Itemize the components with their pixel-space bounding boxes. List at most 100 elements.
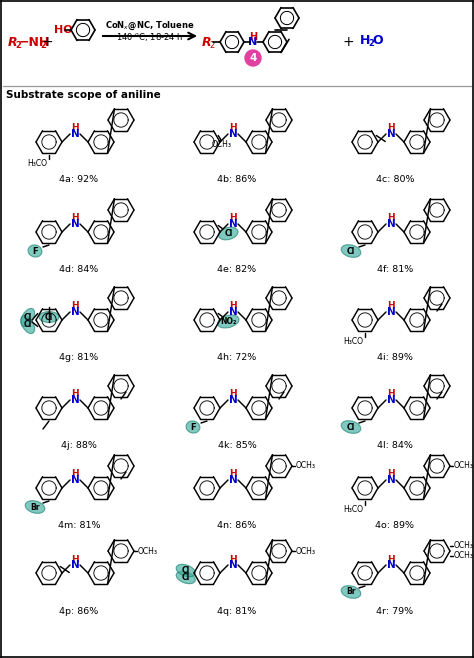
Text: Cl: Cl	[45, 313, 53, 322]
Ellipse shape	[21, 315, 35, 334]
Text: 4n: 86%: 4n: 86%	[218, 522, 256, 530]
Text: OCH₃: OCH₃	[296, 461, 316, 470]
Text: 4c: 80%: 4c: 80%	[376, 176, 414, 184]
Text: 140 $^o$C, 18-24 h: 140 $^o$C, 18-24 h	[116, 31, 184, 43]
Text: Br: Br	[30, 503, 40, 511]
Text: N: N	[228, 395, 237, 405]
Text: H: H	[387, 213, 395, 222]
Text: H: H	[71, 301, 79, 311]
Text: N: N	[228, 219, 237, 229]
Text: H: H	[387, 555, 395, 563]
Text: H: H	[71, 213, 79, 222]
Text: N: N	[387, 475, 395, 485]
Text: N: N	[71, 560, 79, 570]
Ellipse shape	[25, 501, 45, 513]
Ellipse shape	[21, 309, 35, 326]
Text: OCH₃: OCH₃	[454, 461, 474, 470]
Text: H: H	[229, 213, 237, 222]
Text: N: N	[71, 219, 79, 229]
Text: N: N	[71, 129, 79, 139]
Text: H: H	[71, 390, 79, 399]
Text: N: N	[387, 395, 395, 405]
Ellipse shape	[218, 315, 239, 328]
Ellipse shape	[341, 586, 361, 598]
Text: 4l: 84%: 4l: 84%	[377, 442, 413, 451]
Text: OCH₃: OCH₃	[211, 140, 231, 149]
Ellipse shape	[341, 420, 361, 434]
Text: 4r: 79%: 4r: 79%	[376, 607, 413, 615]
Text: N: N	[387, 307, 395, 317]
Text: HO: HO	[54, 25, 73, 35]
Ellipse shape	[176, 571, 195, 584]
Text: N: N	[387, 219, 395, 229]
Text: Br: Br	[346, 588, 356, 597]
Text: H: H	[387, 124, 395, 132]
Text: H₃CO: H₃CO	[343, 505, 363, 515]
Text: 4h: 72%: 4h: 72%	[218, 353, 256, 363]
Text: R: R	[8, 36, 18, 49]
Text: +: +	[41, 35, 53, 49]
Text: Cl: Cl	[347, 422, 355, 432]
Text: 4a: 92%: 4a: 92%	[59, 176, 99, 184]
Text: Substrate scope of aniline: Substrate scope of aniline	[6, 90, 161, 100]
Text: 4d: 84%: 4d: 84%	[59, 265, 99, 274]
Text: H: H	[71, 470, 79, 478]
Text: 4e: 82%: 4e: 82%	[218, 265, 256, 274]
Text: N: N	[387, 560, 395, 570]
Text: N: N	[387, 129, 395, 139]
Text: Cl: Cl	[182, 566, 190, 575]
Text: +: +	[342, 35, 354, 49]
Text: H: H	[360, 34, 370, 47]
Text: 4k: 85%: 4k: 85%	[218, 442, 256, 451]
Text: N: N	[228, 475, 237, 485]
Text: N: N	[71, 475, 79, 485]
Text: H: H	[387, 390, 395, 399]
Text: Cl: Cl	[182, 573, 190, 582]
Text: Cl: Cl	[24, 320, 32, 329]
Text: NO₂: NO₂	[220, 317, 237, 326]
Text: Cl: Cl	[224, 229, 232, 238]
Text: 4g: 81%: 4g: 81%	[59, 353, 99, 363]
Text: 2: 2	[368, 39, 374, 49]
Text: H: H	[387, 470, 395, 478]
Text: OCH₃: OCH₃	[296, 547, 316, 555]
Ellipse shape	[341, 245, 361, 257]
Text: H: H	[229, 301, 237, 311]
Text: 4i: 89%: 4i: 89%	[377, 353, 413, 363]
Text: 4: 4	[249, 53, 257, 63]
Text: OCH₃: OCH₃	[138, 547, 158, 555]
Text: 4f: 81%: 4f: 81%	[377, 265, 413, 274]
Ellipse shape	[186, 421, 200, 433]
Text: H: H	[229, 390, 237, 399]
Text: 2: 2	[40, 41, 46, 49]
Text: N: N	[228, 560, 237, 570]
Text: H₃CO: H₃CO	[343, 338, 363, 347]
Text: 4p: 86%: 4p: 86%	[59, 607, 99, 615]
Text: F: F	[190, 422, 196, 432]
Text: N: N	[228, 307, 237, 317]
Text: H: H	[249, 32, 257, 42]
Text: Cl: Cl	[347, 247, 355, 255]
Text: H: H	[229, 470, 237, 478]
Text: 4j: 88%: 4j: 88%	[61, 442, 97, 451]
Text: H: H	[229, 124, 237, 132]
Text: −NH: −NH	[19, 36, 50, 49]
Ellipse shape	[28, 245, 42, 257]
Text: H₃CO: H₃CO	[27, 159, 47, 168]
Text: R: R	[202, 36, 211, 49]
Ellipse shape	[176, 565, 195, 576]
Text: 4b: 86%: 4b: 86%	[218, 176, 256, 184]
Text: 2: 2	[15, 41, 21, 49]
Text: N: N	[71, 395, 79, 405]
Text: H: H	[71, 555, 79, 563]
Text: OCH₃: OCH₃	[454, 551, 474, 561]
Text: OCH₃: OCH₃	[454, 542, 474, 551]
Text: 4q: 81%: 4q: 81%	[218, 607, 256, 615]
Text: H: H	[229, 555, 237, 563]
Ellipse shape	[219, 227, 238, 240]
Text: N: N	[71, 307, 79, 317]
Ellipse shape	[39, 311, 59, 322]
Text: 4m: 81%: 4m: 81%	[58, 522, 100, 530]
Text: H: H	[71, 124, 79, 132]
Text: N: N	[248, 37, 258, 47]
